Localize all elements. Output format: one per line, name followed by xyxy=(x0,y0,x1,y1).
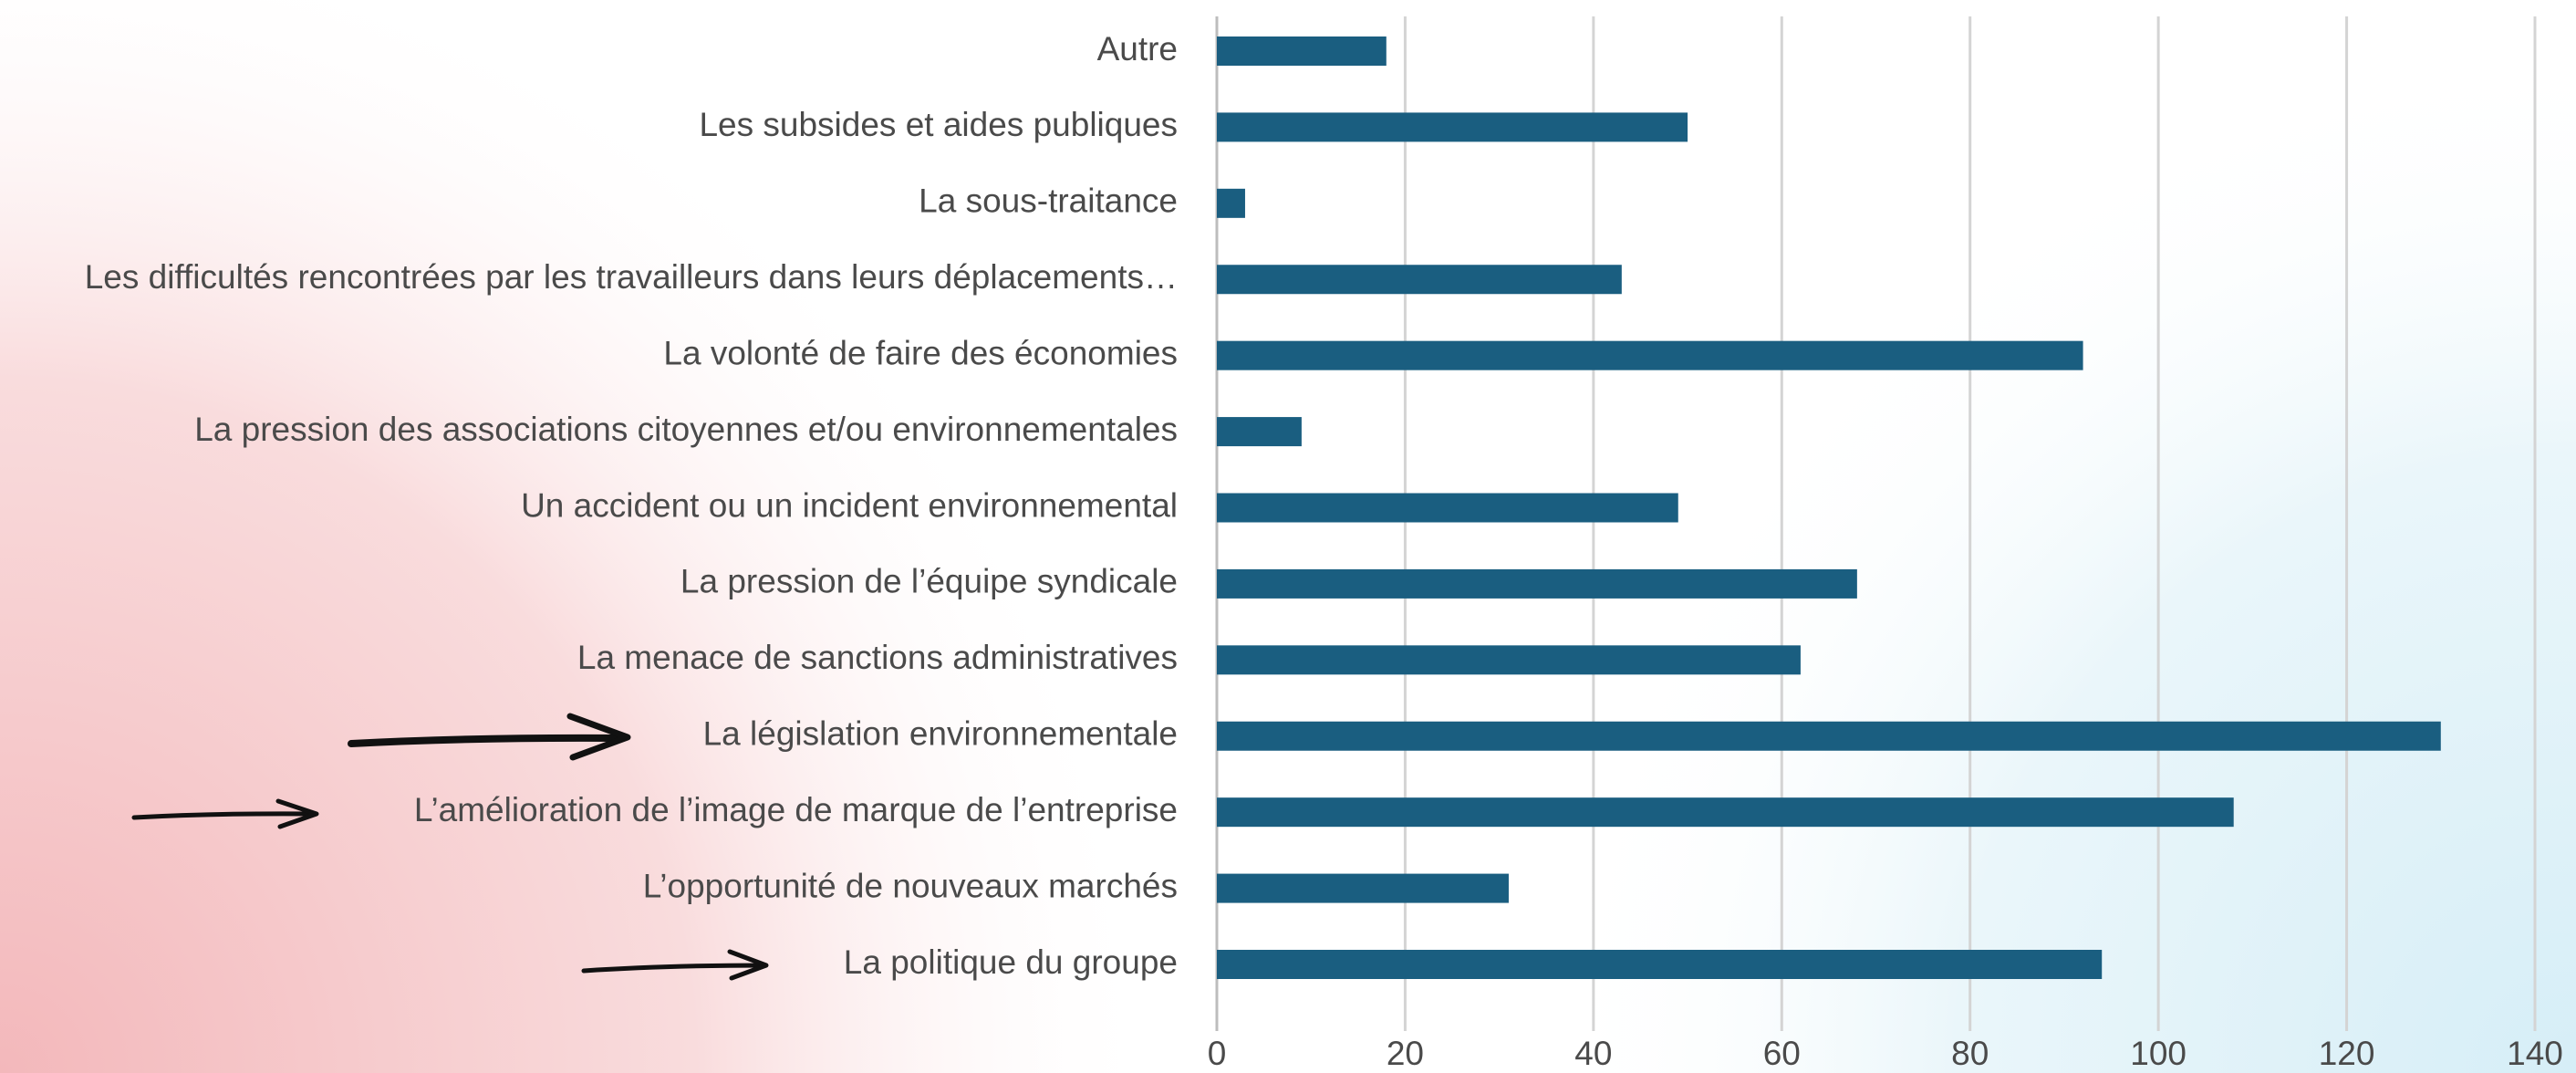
arrow xyxy=(348,734,624,747)
x-tick-label: 60 xyxy=(1763,1035,1801,1072)
annotation-arrows xyxy=(131,713,769,981)
x-tick-label: 20 xyxy=(1387,1035,1424,1072)
arrow-head xyxy=(275,798,319,829)
x-tick-label: 120 xyxy=(2319,1035,2375,1072)
y-tick-label: La pression de l’équipe syndicale xyxy=(680,563,1178,600)
y-tick-label: La sous-traitance xyxy=(919,182,1178,220)
bar xyxy=(1217,873,1509,903)
y-tick-label: Un accident ou un incident environnement… xyxy=(521,486,1178,524)
y-tick-label: La volonté de faire des économies xyxy=(663,334,1178,371)
x-tick-label: 140 xyxy=(2507,1035,2563,1072)
y-tick-label: L’opportunité de nouveaux marchés xyxy=(643,867,1178,904)
bar xyxy=(1217,340,2083,370)
y-tick-label: La législation environnementale xyxy=(703,715,1178,753)
y-tick-label: L’amélioration de l’image de marque de l… xyxy=(414,791,1178,828)
y-tick-label: La menace de sanctions administratives xyxy=(577,639,1178,676)
plot-area: 0 20 40 60 80 100 120 140 Autre Les subsides et a… xyxy=(85,16,2563,1072)
bar xyxy=(1217,568,1857,599)
arrow-head xyxy=(566,713,631,761)
arrow xyxy=(131,811,317,820)
bar xyxy=(1217,36,1387,66)
bar xyxy=(1217,645,1801,675)
bar xyxy=(1217,950,2103,979)
y-tick-label: La politique du groupe xyxy=(844,943,1178,981)
bar xyxy=(1217,265,1622,295)
arrow-head xyxy=(727,949,769,981)
y-tick-label: Les difficultés rencontrées par les trav… xyxy=(85,258,1178,296)
bar xyxy=(1217,417,1302,447)
arrow xyxy=(581,963,767,974)
x-tick-label: 100 xyxy=(2130,1035,2186,1072)
y-tick-label: Les subsides et aides publiques xyxy=(699,106,1178,143)
y-tick-label: La pression des associations citoyennes … xyxy=(194,411,1178,448)
bar xyxy=(1217,188,1245,218)
x-tick-label: 40 xyxy=(1574,1035,1612,1072)
y-tick-label: Autre xyxy=(1097,30,1178,68)
bar xyxy=(1217,493,1678,523)
x-tick-label: 80 xyxy=(1951,1035,1989,1072)
bar xyxy=(1217,797,2234,828)
bar xyxy=(1217,721,2441,751)
x-tick-label: 0 xyxy=(1208,1035,1227,1072)
bar xyxy=(1217,112,1688,142)
